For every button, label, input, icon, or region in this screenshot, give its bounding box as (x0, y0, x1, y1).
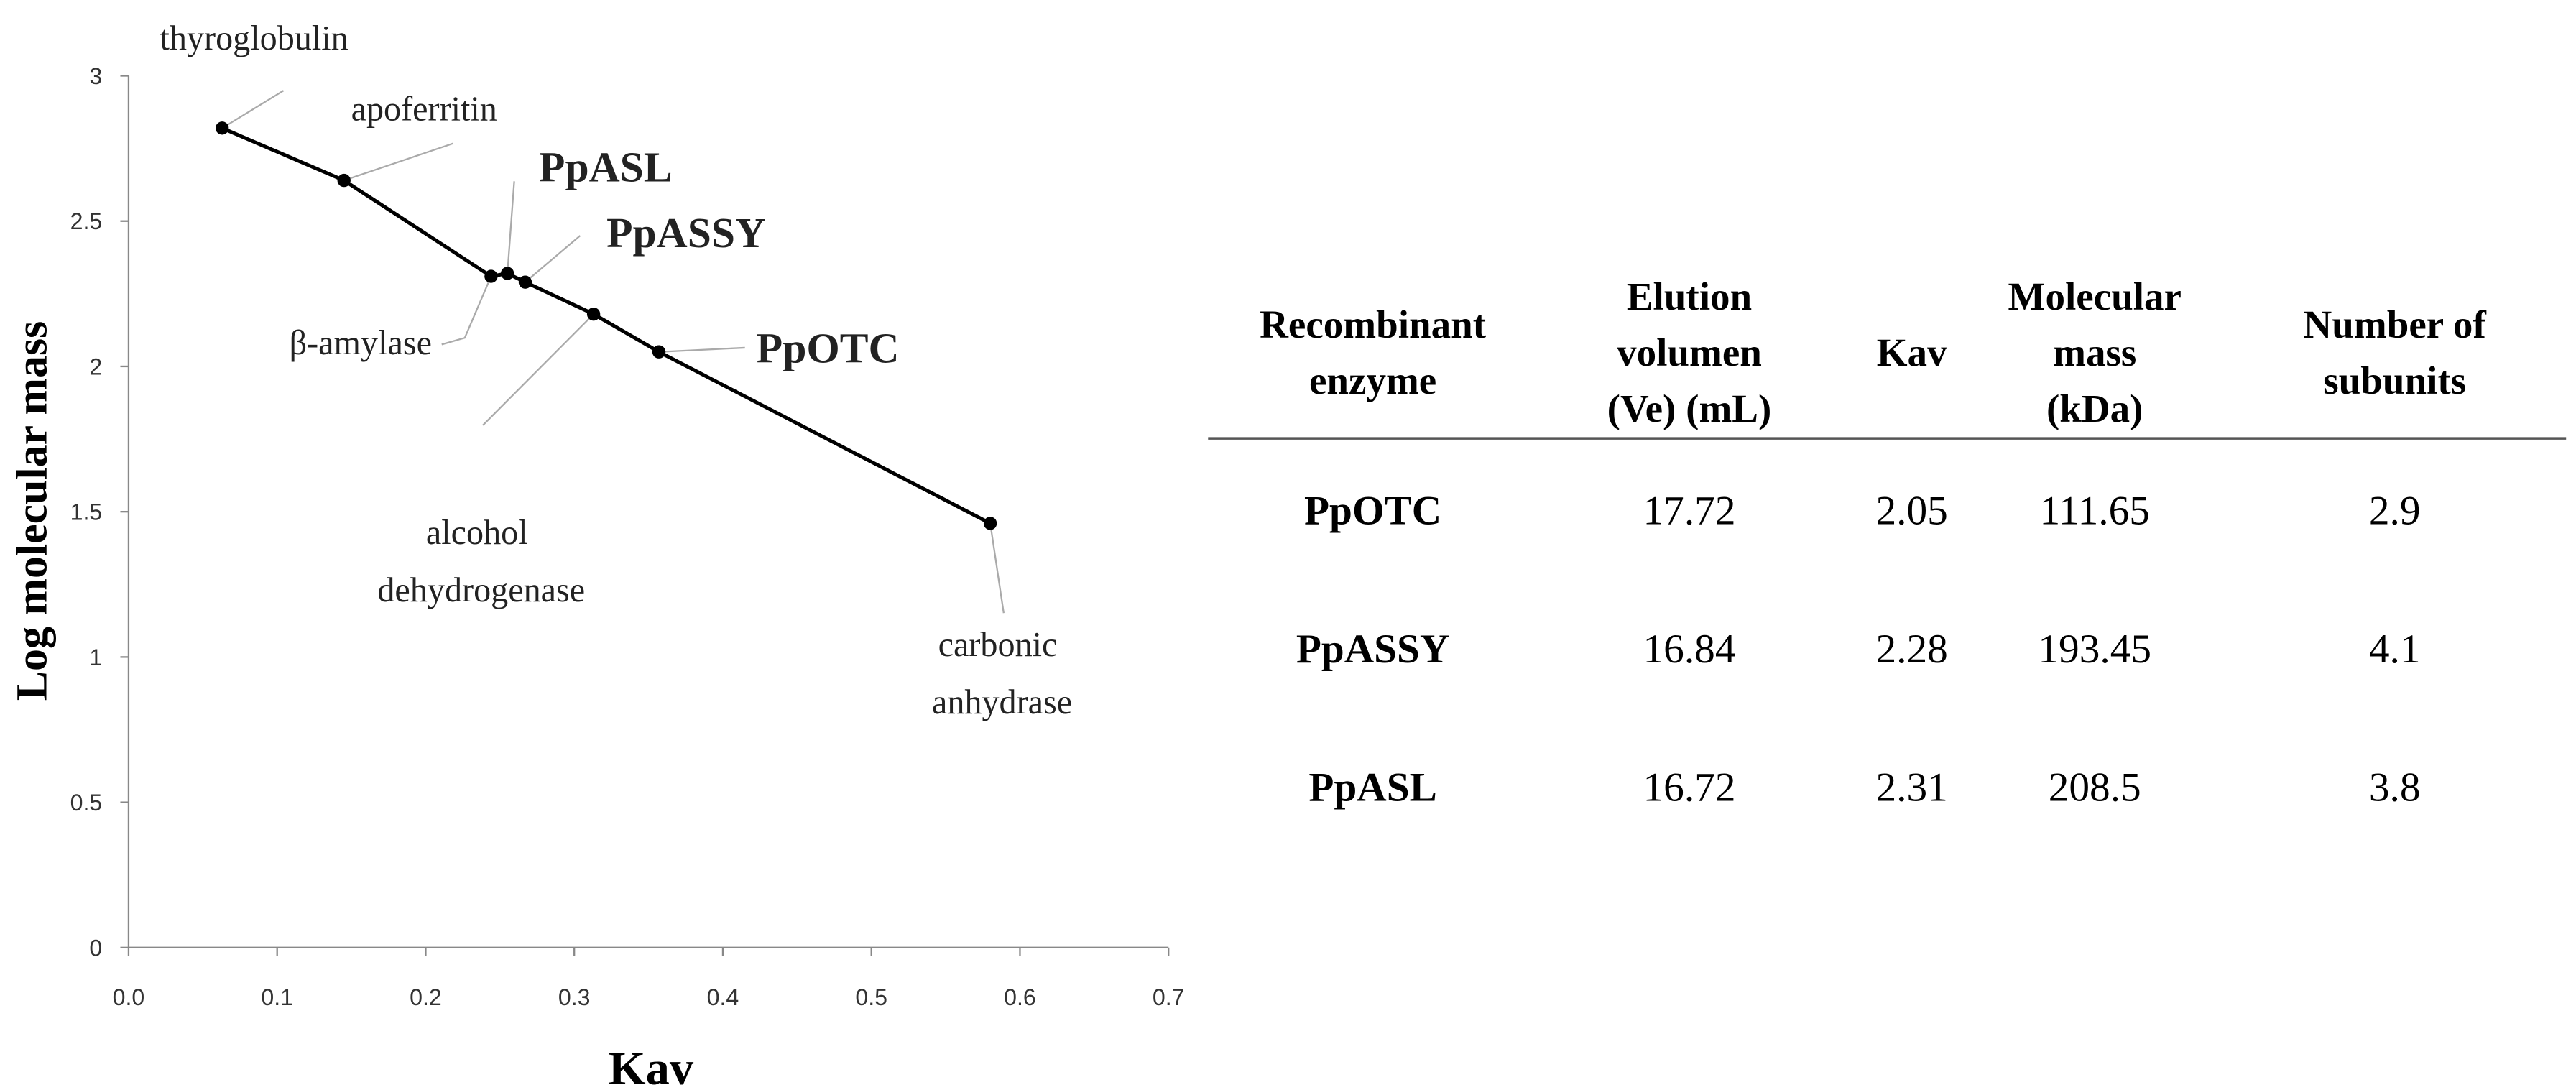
y-tick-label: 3 (89, 63, 102, 89)
y-tick-label: 1.5 (70, 499, 103, 525)
column-header: Elution (1627, 274, 1752, 318)
column-header: (Ve) (mL) (1607, 387, 1772, 430)
table-cell: 2.31 (1875, 765, 1947, 810)
table-cell: 2.9 (2369, 488, 2421, 533)
point (500, 267, 514, 280)
table-cell: 208.5 (2049, 765, 2141, 810)
point (983, 517, 997, 530)
column-header: subunits (2323, 359, 2466, 402)
table-cell: 17.72 (1643, 488, 1735, 533)
column-header: Molecular (2008, 274, 2182, 318)
x-tick-label: 0.2 (410, 984, 442, 1010)
table-cell: 16.72 (1643, 765, 1735, 810)
point-label: β-amylase (290, 324, 432, 362)
table-cell: 111.65 (2040, 488, 2150, 533)
leader-line (343, 142, 454, 182)
y-axis-title: Log molecular mass (7, 321, 56, 701)
point-label: carbonic anhydrase (932, 626, 1072, 721)
leader-line (441, 276, 492, 346)
column-header: mass (2053, 331, 2136, 374)
y-tick-label: 2 (89, 354, 102, 379)
point-label: PpASSY (606, 209, 766, 257)
column-header: Number of (2304, 302, 2487, 346)
leader-line (525, 235, 581, 283)
leader-line (658, 346, 745, 353)
table-cell: PpASL (1308, 765, 1436, 810)
leader-line (221, 90, 285, 129)
table-cell: PpOTC (1304, 488, 1441, 533)
x-tick-label: 0.6 (1004, 984, 1036, 1010)
line (221, 126, 992, 525)
column-header: Recombinant (1260, 302, 1487, 346)
point-label: thyroglobulin (160, 19, 348, 57)
x-axis-title: Kav (609, 1043, 694, 1090)
leader-line (507, 181, 515, 274)
point-label: apoferritin (351, 90, 497, 128)
table-cell: PpASSY (1296, 627, 1449, 672)
table-cell: 193.45 (2038, 627, 2151, 672)
table-cell: 2.05 (1875, 488, 1947, 533)
x-tick-label: 0.0 (113, 984, 145, 1010)
x-tick-label: 0.5 (855, 984, 887, 1010)
y-tick-label: 1 (89, 645, 102, 670)
table-cell: 2.28 (1875, 627, 1947, 672)
point (518, 275, 532, 289)
x-tick-label: 0.1 (261, 984, 293, 1010)
leader-line (989, 523, 1005, 614)
y-tick-label: 0 (89, 935, 102, 961)
point-label: PpASL (539, 143, 673, 190)
point (484, 269, 498, 283)
y-tick-label: 0.5 (70, 790, 103, 816)
table-cell: 16.84 (1643, 627, 1735, 672)
point (652, 345, 666, 359)
y-tick-label: 2.5 (70, 208, 103, 234)
column-header: volumen (1617, 331, 1762, 374)
point (216, 121, 229, 135)
point (337, 173, 351, 188)
column-header: enzyme (1309, 359, 1436, 402)
x-tick-label: 0.3 (558, 984, 591, 1010)
point (586, 307, 601, 321)
x-tick-label: 0.7 (1153, 984, 1185, 1010)
column-header: (kDa) (2046, 387, 2143, 430)
point-label: PpOTC (757, 325, 900, 372)
point-label: alcohol dehydrogenase (377, 514, 585, 609)
x-tick-label: 0.4 (707, 984, 739, 1010)
table-cell: 3.8 (2369, 765, 2421, 810)
leader-line (482, 313, 594, 426)
column-header: Kav (1877, 331, 1947, 374)
table-cell: 4.1 (2369, 627, 2421, 672)
